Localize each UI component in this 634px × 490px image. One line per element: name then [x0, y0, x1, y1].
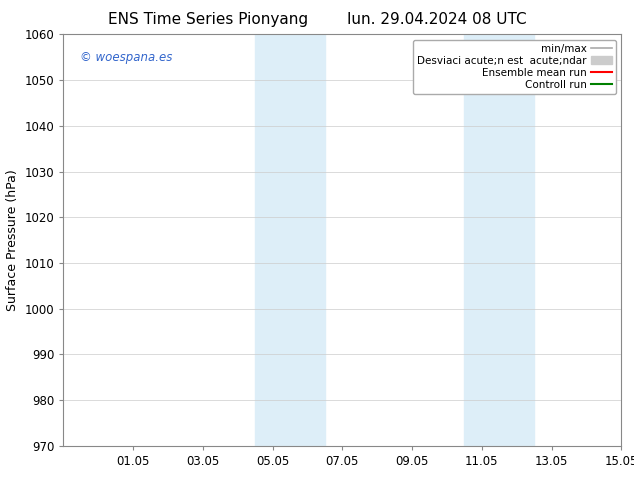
Legend: min/max, Desviaci acute;n est  acute;ndar, Ensemble mean run, Controll run: min/max, Desviaci acute;n est acute;ndar… [413, 40, 616, 94]
Text: © woespana.es: © woespana.es [80, 51, 172, 64]
Bar [464, 34, 534, 446]
Y-axis label: Surface Pressure (hPa): Surface Pressure (hPa) [6, 169, 19, 311]
Text: ENS Time Series Pionyang        lun. 29.04.2024 08 UTC: ENS Time Series Pionyang lun. 29.04.2024… [108, 12, 526, 27]
Bar [255, 34, 325, 446]
